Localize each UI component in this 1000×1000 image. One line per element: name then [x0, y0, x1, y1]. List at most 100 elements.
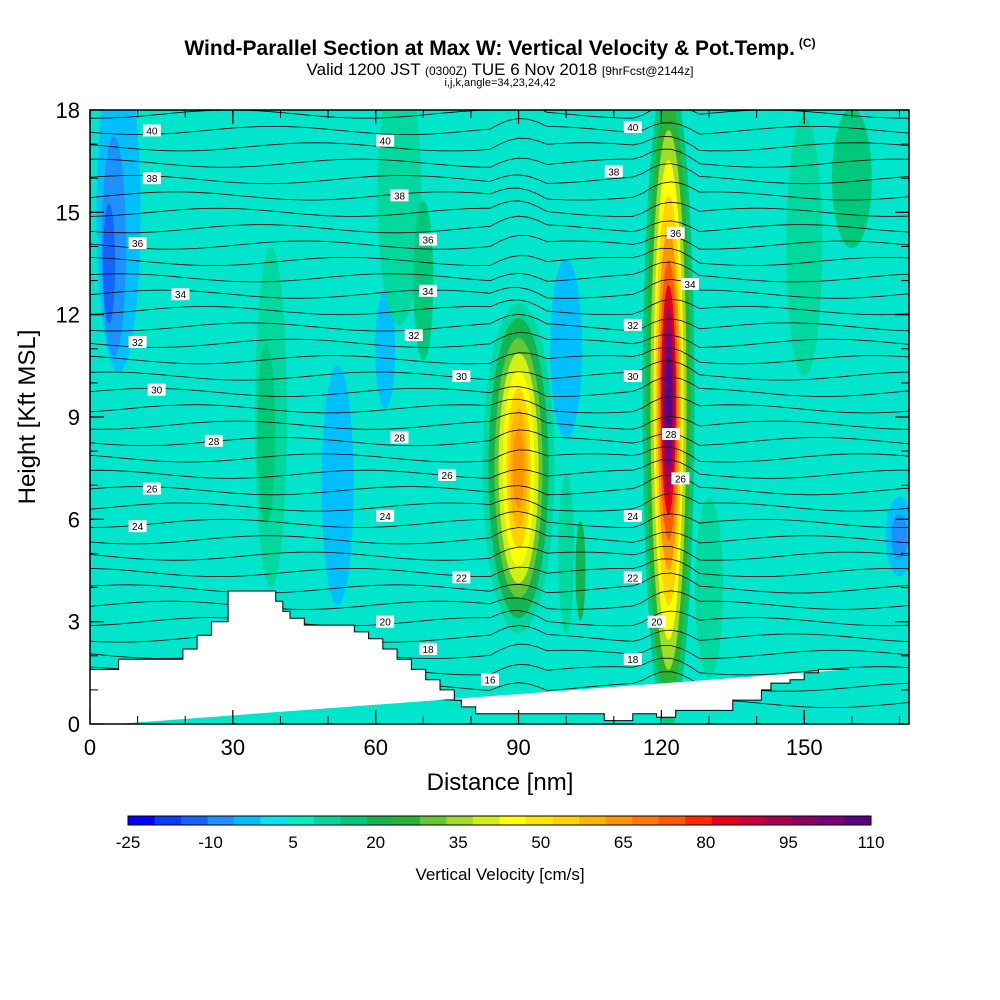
- theta-contour-line: [90, 136, 909, 152]
- theta-contour-line: [90, 572, 909, 594]
- theta-contour-line: [90, 181, 909, 201]
- theta-contour-label: 36: [666, 226, 685, 240]
- theta-contour-label: 34: [680, 277, 699, 291]
- downdraft-region: [375, 288, 396, 409]
- svg-text:40: 40: [380, 137, 392, 148]
- colorbar-swatch: [340, 816, 368, 825]
- x-tick-label: 150: [786, 735, 823, 760]
- theta-contour-labels: 40 40 40 38 38 38 36 36 36 34 34 34 32 32 32 30 30 30 28 28…: [128, 121, 699, 687]
- theta-contour-label: 32: [128, 335, 147, 349]
- theta-contour-label: 18: [623, 653, 642, 666]
- valid-utc: (0300Z): [425, 64, 468, 78]
- svg-text:38: 38: [146, 174, 158, 185]
- colorbar-swatch: [817, 816, 845, 825]
- colorbar-swatch: [579, 816, 607, 825]
- theta-contour-label: 30: [623, 370, 642, 383]
- svg-text:40: 40: [146, 126, 158, 137]
- theta-contour-label: 26: [438, 468, 457, 482]
- svg-text:34: 34: [423, 287, 435, 298]
- svg-text:30: 30: [627, 372, 639, 383]
- updraft-region: [377, 110, 422, 326]
- svg-text:40: 40: [627, 123, 639, 134]
- plot-area: 40 40 40 38 38 38 36 36 36 34 34 34 32 32 32 30 30 30 28 28…: [90, 110, 909, 724]
- x-tick-label: 30: [221, 735, 245, 760]
- terrain: [90, 590, 850, 724]
- colorbar-swatch: [154, 816, 182, 825]
- svg-text:24: 24: [380, 512, 392, 523]
- theta-contour-label: 28: [390, 431, 409, 444]
- theta-contour-label: 22: [452, 571, 471, 584]
- theta-contour-label: 32: [404, 329, 423, 342]
- y-axis-label: Height [Kft MSL]: [14, 330, 41, 505]
- theta-contour-label: 24: [623, 509, 642, 523]
- colorbar-tick-label: 65: [614, 833, 633, 852]
- svg-text:20: 20: [380, 618, 392, 629]
- svg-text:34: 34: [684, 280, 696, 291]
- theta-contour-line: [90, 429, 909, 447]
- theta-contour-label: 30: [452, 370, 471, 383]
- x-tick-label: 120: [643, 735, 680, 760]
- colorbar-swatch: [313, 816, 341, 825]
- x-tick-label: 0: [84, 735, 96, 760]
- svg-text:16: 16: [484, 676, 496, 687]
- downdraft-region: [321, 365, 354, 606]
- svg-text:28: 28: [208, 437, 220, 448]
- theta-contour-label: 40: [142, 124, 161, 137]
- svg-text:28: 28: [394, 433, 406, 444]
- colorbar-swatch: [738, 816, 766, 825]
- valid-date: TUE 6 Nov 2018: [471, 60, 598, 79]
- theta-contour-label: 38: [604, 165, 623, 178]
- colorbar-swatch: [552, 816, 580, 825]
- y-tick-label: 12: [56, 303, 80, 328]
- theta-contour-label: 28: [661, 428, 680, 441]
- theta-contour-line: [90, 590, 909, 610]
- colorbar-swatch: [207, 816, 235, 825]
- colorbar-swatch: [446, 816, 474, 825]
- valid-time: Valid 1200 JST: [306, 60, 421, 79]
- svg-text:32: 32: [132, 338, 144, 349]
- downdraft-region: [891, 514, 908, 559]
- svg-text:38: 38: [394, 191, 406, 202]
- svg-text:36: 36: [423, 236, 435, 247]
- theta-contour-line: [90, 347, 909, 365]
- theta-contour-line: [90, 163, 909, 185]
- svg-text:22: 22: [627, 573, 639, 584]
- svg-text:28: 28: [665, 430, 677, 441]
- colorbar-swatch: [181, 816, 209, 825]
- svg-text:34: 34: [175, 290, 187, 301]
- colorbar-swatch: [791, 816, 819, 825]
- svg-text:38: 38: [608, 167, 620, 178]
- chart-subtitle: Valid 1200 JST (0300Z) TUE 6 Nov 2018 [9…: [0, 60, 1000, 80]
- colorbar-swatch: [764, 816, 792, 825]
- theta-contour-label: 18: [419, 642, 438, 656]
- colorbar-swatch: [128, 816, 156, 825]
- svg-text:26: 26: [442, 471, 454, 482]
- colorbar-swatch: [711, 816, 739, 825]
- svg-text:30: 30: [456, 372, 468, 383]
- updraft-region: [257, 344, 276, 525]
- theta-contour-label: 34: [419, 284, 438, 298]
- updraft-region: [786, 116, 823, 377]
- theta-contour-line: [90, 313, 909, 332]
- theta-contour-label: 32: [623, 318, 642, 332]
- theta-contour-label: 30: [147, 383, 166, 397]
- theta-contour-line: [90, 474, 909, 496]
- svg-text:22: 22: [456, 573, 468, 584]
- colorbar-swatch: [393, 816, 421, 825]
- colorbar-swatch: [366, 816, 394, 825]
- colorbar-swatch: [685, 816, 713, 825]
- colorbar-swatch: [419, 816, 447, 825]
- theta-contour-line: [90, 332, 909, 348]
- theta-contour-label: 26: [142, 482, 161, 496]
- theta-contour-line: [90, 511, 909, 528]
- y-tick-label: 18: [56, 98, 80, 123]
- theta-contour-line: [90, 395, 909, 414]
- theta-contour-label: 38: [390, 189, 409, 202]
- theta-contour-line: [90, 215, 909, 234]
- colorbar-swatch: [526, 816, 554, 825]
- colorbar-swatch: [844, 816, 872, 825]
- theta-contour-line: [90, 446, 909, 463]
- colorbar-swatch: [287, 816, 315, 825]
- chart-title: Wind-Parallel Section at Max W: Vertical…: [184, 36, 816, 60]
- svg-text:24: 24: [132, 522, 144, 533]
